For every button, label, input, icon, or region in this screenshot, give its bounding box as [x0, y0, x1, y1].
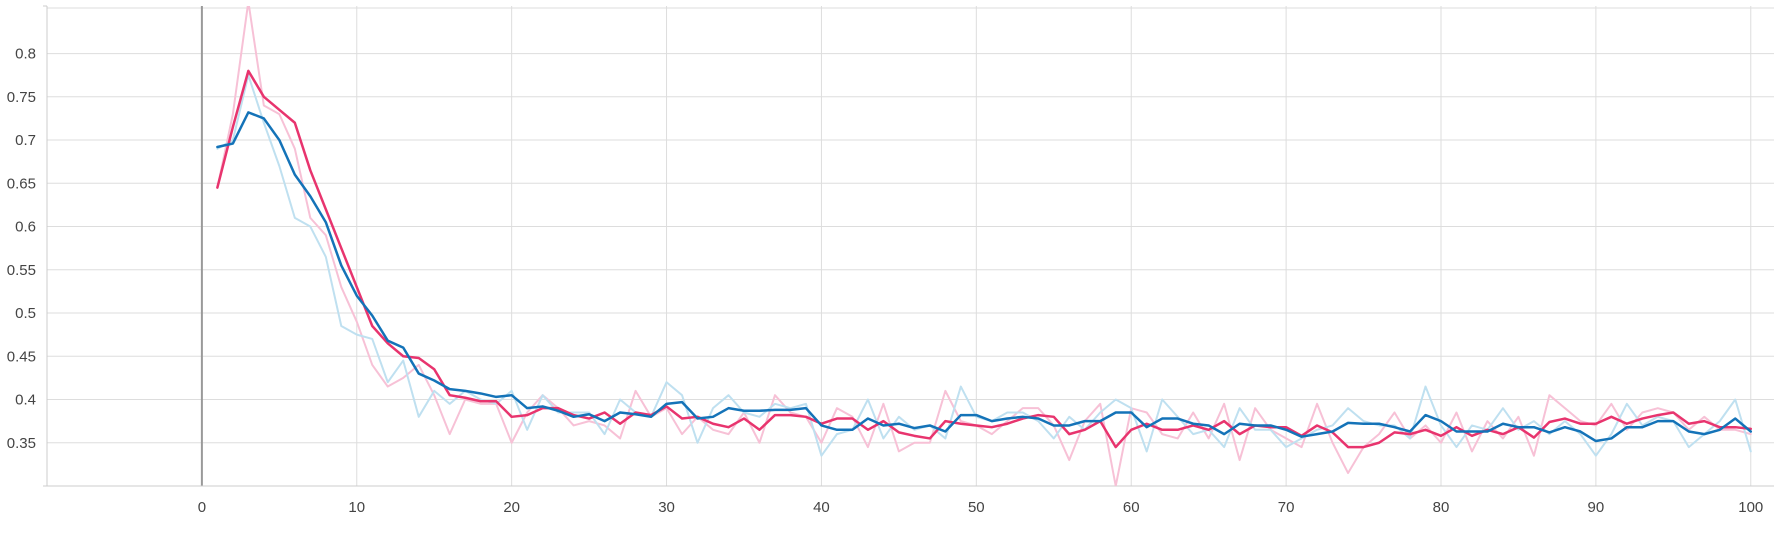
x-tick-label: 70: [1278, 499, 1295, 516]
y-tick-label: 0.35: [7, 435, 36, 452]
x-tick-label: 80: [1433, 499, 1450, 516]
x-tick-label: 20: [503, 499, 520, 516]
tick-labels: 0.35 0.4 0.45 0.5 0.55 0.6 0.65 0.7 0.75 0.8 0 10 20…: [7, 46, 1763, 516]
grid: [47, 6, 1774, 486]
x-tick-label: 100: [1738, 499, 1763, 516]
series-line-blue-smoothed: [216, 111, 1753, 443]
x-tick-label: 50: [968, 499, 985, 516]
y-tick-label: 0.5: [15, 305, 36, 322]
y-tick-label: 0.8: [15, 46, 36, 63]
series-lines: [216, 6, 1753, 486]
y-tick-label: 0.4: [15, 392, 36, 409]
axes: [43, 5, 1774, 487]
x-tick-label: 40: [813, 499, 830, 516]
x-tick-label: 30: [658, 499, 675, 516]
y-tick-label: 0.65: [7, 175, 36, 192]
y-tick-label: 0.75: [7, 89, 36, 106]
x-tick-label: 10: [348, 499, 365, 516]
x-tick-label: 90: [1588, 499, 1605, 516]
series-line-pink-raw: [216, 6, 1752, 486]
series-line-blue-raw: [216, 74, 1752, 457]
series-line-pink-smoothed: [216, 69, 1753, 449]
x-tick-label: 60: [1123, 499, 1140, 516]
y-tick-label: 0.45: [7, 348, 36, 365]
y-tick-label: 0.55: [7, 262, 36, 279]
y-tick-label: 0.6: [15, 219, 36, 236]
x-tick-label: 0: [198, 499, 206, 516]
y-tick-label: 0.7: [15, 132, 36, 149]
